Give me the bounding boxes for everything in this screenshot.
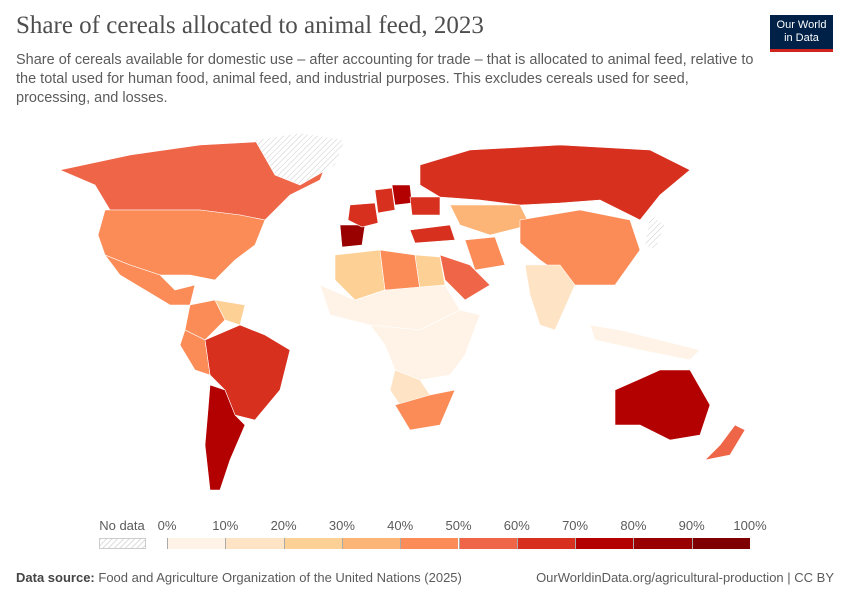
- country-kazakhstan[interactable]: Kazakhstan: [449, 204, 531, 236]
- legend-bin[interactable]: [167, 538, 226, 549]
- country-iran[interactable]: Iran: [464, 236, 506, 271]
- country-russia[interactable]: Russia: [419, 144, 691, 221]
- owid-logo[interactable]: Our World in Data: [770, 15, 833, 52]
- country-greenland[interactable]: Greenland: [254, 132, 346, 186]
- logo-line2: in Data: [784, 32, 819, 44]
- legend-bin[interactable]: [516, 538, 576, 549]
- world-map: CanadaUnited StatesMexicoGreenlandBrazil…: [59, 132, 746, 491]
- legend-tick: 80%: [620, 518, 647, 533]
- country-indonesia[interactable]: Indonesia: [589, 324, 701, 361]
- country-peru[interactable]: Peru: [179, 329, 211, 376]
- legend-tick: 100%: [733, 518, 767, 533]
- legend-bin[interactable]: [458, 538, 517, 549]
- legend-tick: 60%: [503, 518, 530, 533]
- legend-tick: 70%: [562, 518, 589, 533]
- legend-bin[interactable]: [225, 538, 284, 549]
- legend-no-data-swatch: [99, 538, 146, 549]
- country-spain[interactable]: Spain: [339, 224, 366, 248]
- country-france[interactable]: France: [347, 202, 379, 228]
- logo-line1: Our World: [776, 19, 827, 31]
- legend-bin[interactable]: [400, 538, 459, 549]
- country-turkey[interactable]: Turkey: [409, 224, 456, 244]
- source-label: Data source:: [16, 570, 95, 585]
- country-saudi-arabia[interactable]: Saudi Arabia: [439, 254, 491, 301]
- legend-bin[interactable]: [341, 538, 401, 549]
- country-egypt[interactable]: Egypt: [414, 254, 446, 291]
- legend-tick: 40%: [387, 518, 414, 533]
- country-mexico[interactable]: Mexico: [104, 254, 196, 306]
- legend-bin[interactable]: [633, 538, 692, 549]
- country-venezuela[interactable]: Venezuela: [214, 299, 246, 326]
- country-colombia[interactable]: Colombia: [184, 299, 226, 341]
- country-brazil[interactable]: Brazil: [204, 324, 291, 421]
- chart-subtitle: Share of cereals available for domestic …: [16, 52, 754, 106]
- legend-tick: 10%: [212, 518, 239, 533]
- url-license-link[interactable]: OurWorldinData.org/agricultural-producti…: [536, 570, 834, 585]
- legend-tick: 20%: [270, 518, 297, 533]
- legend-bin[interactable]: [283, 538, 342, 549]
- country-libya[interactable]: Libya: [379, 249, 421, 291]
- legend-no-data-label: No data: [99, 518, 145, 533]
- chart-title: Share of cereals allocated to animal fee…: [16, 12, 484, 39]
- country-ukraine[interactable]: Ukraine: [409, 196, 441, 216]
- legend: No data 0% 10% 20% 30% 40% 50% 60% 70% 80% 90% 100…: [0, 518, 850, 558]
- legend-tick: 50%: [445, 518, 472, 533]
- legend-tick: 90%: [678, 518, 705, 533]
- country-south-africa[interactable]: South Africa: [394, 389, 456, 431]
- country-poland[interactable]: Poland: [391, 184, 413, 206]
- country-argentina[interactable]: Argentina: [204, 384, 246, 491]
- country-central-africa[interactable]: Central Africa: [369, 309, 481, 381]
- country-australia[interactable]: Australia: [614, 369, 711, 441]
- legend-bin[interactable]: [575, 538, 634, 549]
- legend-tick: 0%: [157, 518, 177, 533]
- footer: Data source: Food and Agriculture Organi…: [16, 570, 834, 585]
- legend-bin[interactable]: [691, 538, 750, 549]
- source-text: Food and Agriculture Organization of the…: [98, 570, 462, 585]
- country-new-zealand[interactable]: New Zealand: [704, 424, 746, 461]
- legend-tick: 30%: [328, 518, 355, 533]
- country-japan[interactable]: Japan: [644, 214, 666, 251]
- country-germany[interactable]: Germany: [374, 187, 396, 214]
- country-india[interactable]: India: [524, 264, 576, 331]
